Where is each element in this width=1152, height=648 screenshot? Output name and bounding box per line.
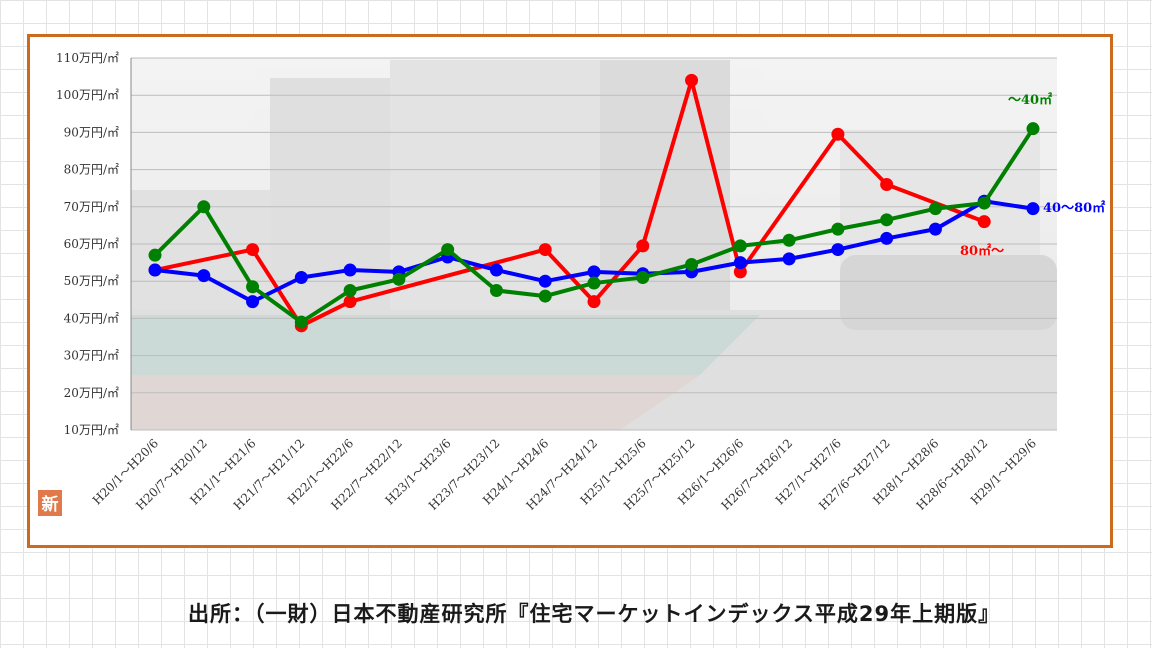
data-point <box>246 295 260 309</box>
y-tick-label: 60万円/㎡ <box>64 237 119 251</box>
data-point <box>489 284 503 297</box>
data-point <box>538 243 552 257</box>
data-point <box>733 265 747 279</box>
data-point <box>1026 202 1040 216</box>
source-caption: 出所：（一財）日本不動産研究所『住宅マーケットインデックス平成29年上期版』 <box>188 602 1001 626</box>
data-point <box>928 202 942 216</box>
data-point <box>977 215 991 229</box>
data-point <box>880 213 894 227</box>
data-point <box>831 222 845 236</box>
y-tick-label: 80万円/㎡ <box>64 163 119 177</box>
series-label: ～40㎡ <box>1008 92 1052 108</box>
background-photo <box>131 58 1057 430</box>
y-tick-label: 30万円/㎡ <box>64 349 119 363</box>
data-point <box>733 256 747 270</box>
data-point <box>246 243 260 257</box>
data-point <box>197 200 211 214</box>
y-tick-label: 10万円/㎡ <box>64 423 119 437</box>
data-point <box>343 263 357 277</box>
data-point <box>538 289 552 303</box>
data-point <box>880 231 894 245</box>
data-point <box>441 243 455 257</box>
data-point <box>782 252 796 266</box>
data-point <box>246 280 260 294</box>
data-point <box>489 263 503 277</box>
new-badge <box>38 490 62 516</box>
data-point <box>831 127 845 141</box>
series-label: 40～80㎡ <box>1043 200 1105 216</box>
y-tick-label: 100万円/㎡ <box>56 88 119 102</box>
data-point <box>587 276 601 290</box>
data-point <box>880 177 894 191</box>
y-tick-label: 50万円/㎡ <box>64 274 119 288</box>
data-point <box>343 295 357 309</box>
data-point <box>197 269 211 283</box>
series-label: 80㎡～ <box>960 243 1004 259</box>
data-point <box>685 257 699 271</box>
data-point <box>782 233 796 247</box>
data-point <box>148 263 162 277</box>
data-point <box>587 295 601 309</box>
data-point <box>538 274 552 288</box>
data-point <box>831 243 845 257</box>
data-point <box>928 222 942 236</box>
y-tick-label: 70万円/㎡ <box>64 200 119 214</box>
y-tick-label: 40万円/㎡ <box>64 311 119 325</box>
y-tick-label: 90万円/㎡ <box>64 125 119 139</box>
data-point <box>294 315 308 329</box>
data-point <box>392 272 406 286</box>
data-point <box>685 73 699 87</box>
data-point <box>587 265 601 279</box>
new-badge-text: 新 <box>42 494 59 515</box>
y-tick-label: 110万円/㎡ <box>56 51 119 65</box>
y-tick-label: 20万円/㎡ <box>64 386 119 400</box>
data-point <box>148 248 162 262</box>
data-point <box>636 239 650 253</box>
data-point <box>294 270 308 284</box>
data-point <box>977 196 991 210</box>
data-point <box>636 270 650 284</box>
data-point <box>343 284 357 297</box>
data-point <box>1026 122 1040 136</box>
data-point <box>733 239 747 253</box>
